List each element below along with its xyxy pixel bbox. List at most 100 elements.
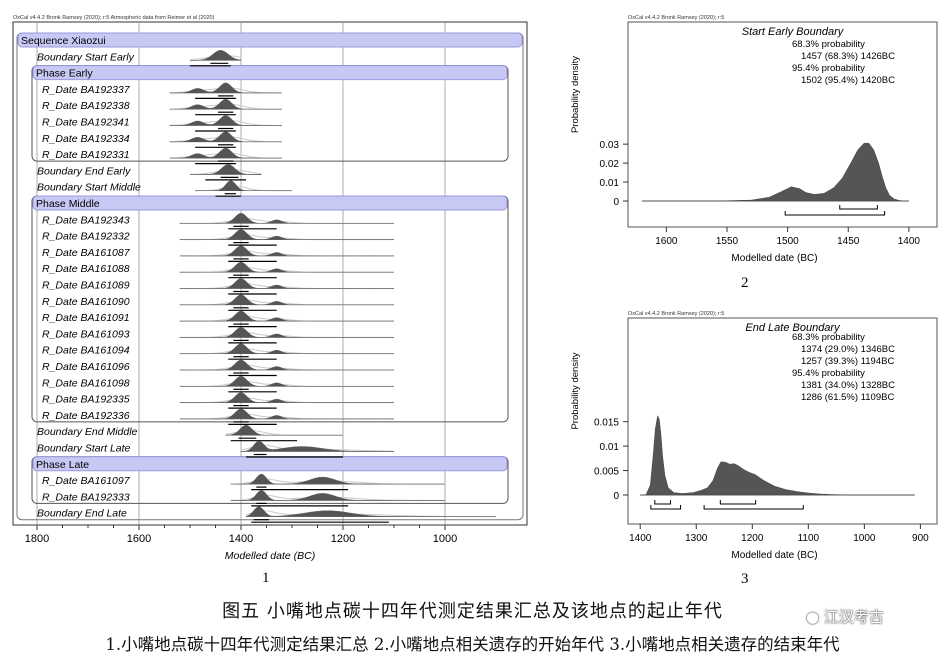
row-prior-curve <box>179 234 394 241</box>
x-tick-label: 1300 <box>685 533 708 544</box>
row-label: R_Date BA161098 <box>42 377 130 389</box>
x-tick-label: 1800 <box>25 533 49 545</box>
plot-frame <box>12 21 528 526</box>
row-label: R_Date BA192341 <box>42 117 130 129</box>
row-label: Boundary End Late <box>37 508 127 520</box>
row-posterior-curve <box>169 147 282 159</box>
row-posterior-curve <box>179 310 394 322</box>
x-axis-label: Modelled date (BC) <box>225 550 315 562</box>
figure-caption-title: 图五 小嘴地点碳十四年代测定结果汇总及该地点的起止年代 <box>222 601 723 622</box>
row-posterior-curve <box>195 180 292 191</box>
probability-annotation: 1502 (95.4%) 1420BC <box>801 75 895 86</box>
row-prior-curve <box>179 315 394 322</box>
plot-frame <box>627 21 938 228</box>
x-axis-label: Modelled date (BC) <box>731 253 817 264</box>
phase-header <box>32 65 508 81</box>
row-label: Boundary Start Late <box>37 443 131 455</box>
phase-header <box>32 195 508 211</box>
probability-annotation: 1381 (34.0%) 1328BC <box>801 380 895 391</box>
probability-annotation: 95.4% probability <box>792 368 865 379</box>
y-tick-label: 0.01 <box>600 442 620 453</box>
y-axis-label: Probability density <box>570 352 581 429</box>
row-label: R_Date BA161090 <box>42 296 130 308</box>
row-posterior-curve <box>179 245 394 257</box>
probability-annotation: 1457 (68.3%) 1426BC <box>801 51 895 62</box>
probability-annotation: 1374 (29.0%) 1346BC <box>801 344 895 355</box>
y-tick-label: 0.03 <box>600 140 620 151</box>
row-label: R_Date BA161087 <box>42 247 131 259</box>
probability-annotation: 68.3% probability <box>792 332 865 343</box>
range-95-bracket <box>784 211 886 216</box>
x-tick-label: 1500 <box>777 236 800 247</box>
x-tick-label: 1400 <box>898 236 921 247</box>
row-label: R_Date BA161089 <box>42 280 130 292</box>
probability-annotation: 95.4% probability <box>792 63 865 74</box>
row-label: R_Date BA161091 <box>42 312 130 324</box>
watermark-text: 江汉考古 <box>823 608 884 626</box>
row-posterior-curve <box>190 164 262 175</box>
row-label: Boundary End Early <box>37 165 131 177</box>
row-posterior-curve <box>179 278 394 289</box>
row-label: R_Date BA161093 <box>42 328 130 340</box>
x-tick-label: 900 <box>912 533 929 544</box>
x-axis-label: Modelled date (BC) <box>731 550 817 561</box>
panel-number-1: 1 <box>262 570 270 586</box>
y-tick-label: 0 <box>613 197 619 208</box>
sequence-header <box>17 32 523 48</box>
row-label: R_Date BA192337 <box>42 84 131 96</box>
row-label: R_Date BA192343 <box>42 214 130 226</box>
row-label: R_Date BA192332 <box>42 231 130 243</box>
row-label: R_Date BA161088 <box>42 263 130 275</box>
row-label: Boundary End Middle <box>37 426 138 438</box>
x-tick-label: 1600 <box>655 236 678 247</box>
row-label: Phase Early <box>36 68 93 80</box>
row-prior-curve <box>179 299 394 306</box>
row-prior-curve <box>179 413 394 420</box>
row-prior-curve <box>195 185 292 192</box>
range-95-bracket <box>650 505 682 510</box>
multiplot-chart: OxCal v4.4.2 Bronk Ramsey (2020); r:5 At… <box>12 15 528 562</box>
x-tick-label: 1400 <box>629 533 652 544</box>
y-tick-label: 0.015 <box>594 418 619 429</box>
y-axis-label: Probability density <box>570 56 581 133</box>
row-label: R_Date BA192336 <box>42 410 130 422</box>
row-prior-curve <box>179 364 394 371</box>
row-label: Sequence Xiaozui <box>21 35 106 47</box>
x-tick-label: 1450 <box>837 236 860 247</box>
y-tick-label: 0.005 <box>594 467 619 478</box>
x-tick-label: 1000 <box>433 533 457 545</box>
row-label: R_Date BA192335 <box>42 394 130 406</box>
start-early-boundary-chart: OxCal v4.4.2 Bronk Ramsey (2020); r:5 Sta… <box>570 15 938 264</box>
row-label: Phase Middle <box>36 198 100 210</box>
row-prior-curve <box>179 348 394 355</box>
range-68-bracket <box>654 500 671 505</box>
row-prior-curve <box>179 218 394 224</box>
row-prior-curve <box>179 332 394 338</box>
chart-header: OxCal v4.4.2 Bronk Ramsey (2020); r:5 <box>628 15 724 21</box>
row-posterior-curve <box>179 376 394 387</box>
row-prior-curve <box>179 266 394 273</box>
row-label: Boundary Start Early <box>37 51 135 63</box>
row-prior-curve <box>179 397 394 404</box>
chart-title: Start Early Boundary <box>742 26 845 38</box>
row-label: R_Date BA161096 <box>42 361 130 373</box>
y-tick-label: 0.02 <box>600 159 620 170</box>
row-label: R_Date BA192338 <box>42 100 130 112</box>
chart-title: End Late Boundary <box>745 322 841 334</box>
x-tick-label: 1400 <box>229 533 253 545</box>
probability-annotation: 1257 (39.3%) 1194BC <box>801 356 894 367</box>
probability-annotation: 68.3% probability <box>792 39 865 50</box>
row-posterior-curve <box>179 294 394 305</box>
row-posterior-curve <box>179 408 394 420</box>
row-posterior-curve <box>179 261 394 273</box>
row-prior-curve <box>179 283 394 289</box>
range-68-bracket <box>719 500 757 505</box>
x-tick-label: 1100 <box>798 533 820 544</box>
row-label: R_Date BA192334 <box>42 133 130 145</box>
row-label: Boundary Start Middle <box>37 182 141 194</box>
chart-header: OxCal v4.4.2 Bronk Ramsey (2020); r:5 <box>628 311 724 317</box>
x-tick-label: 1200 <box>741 533 764 544</box>
panel-number-2: 2 <box>741 275 749 291</box>
plot-frame <box>627 317 938 525</box>
row-posterior-curve <box>169 131 282 142</box>
